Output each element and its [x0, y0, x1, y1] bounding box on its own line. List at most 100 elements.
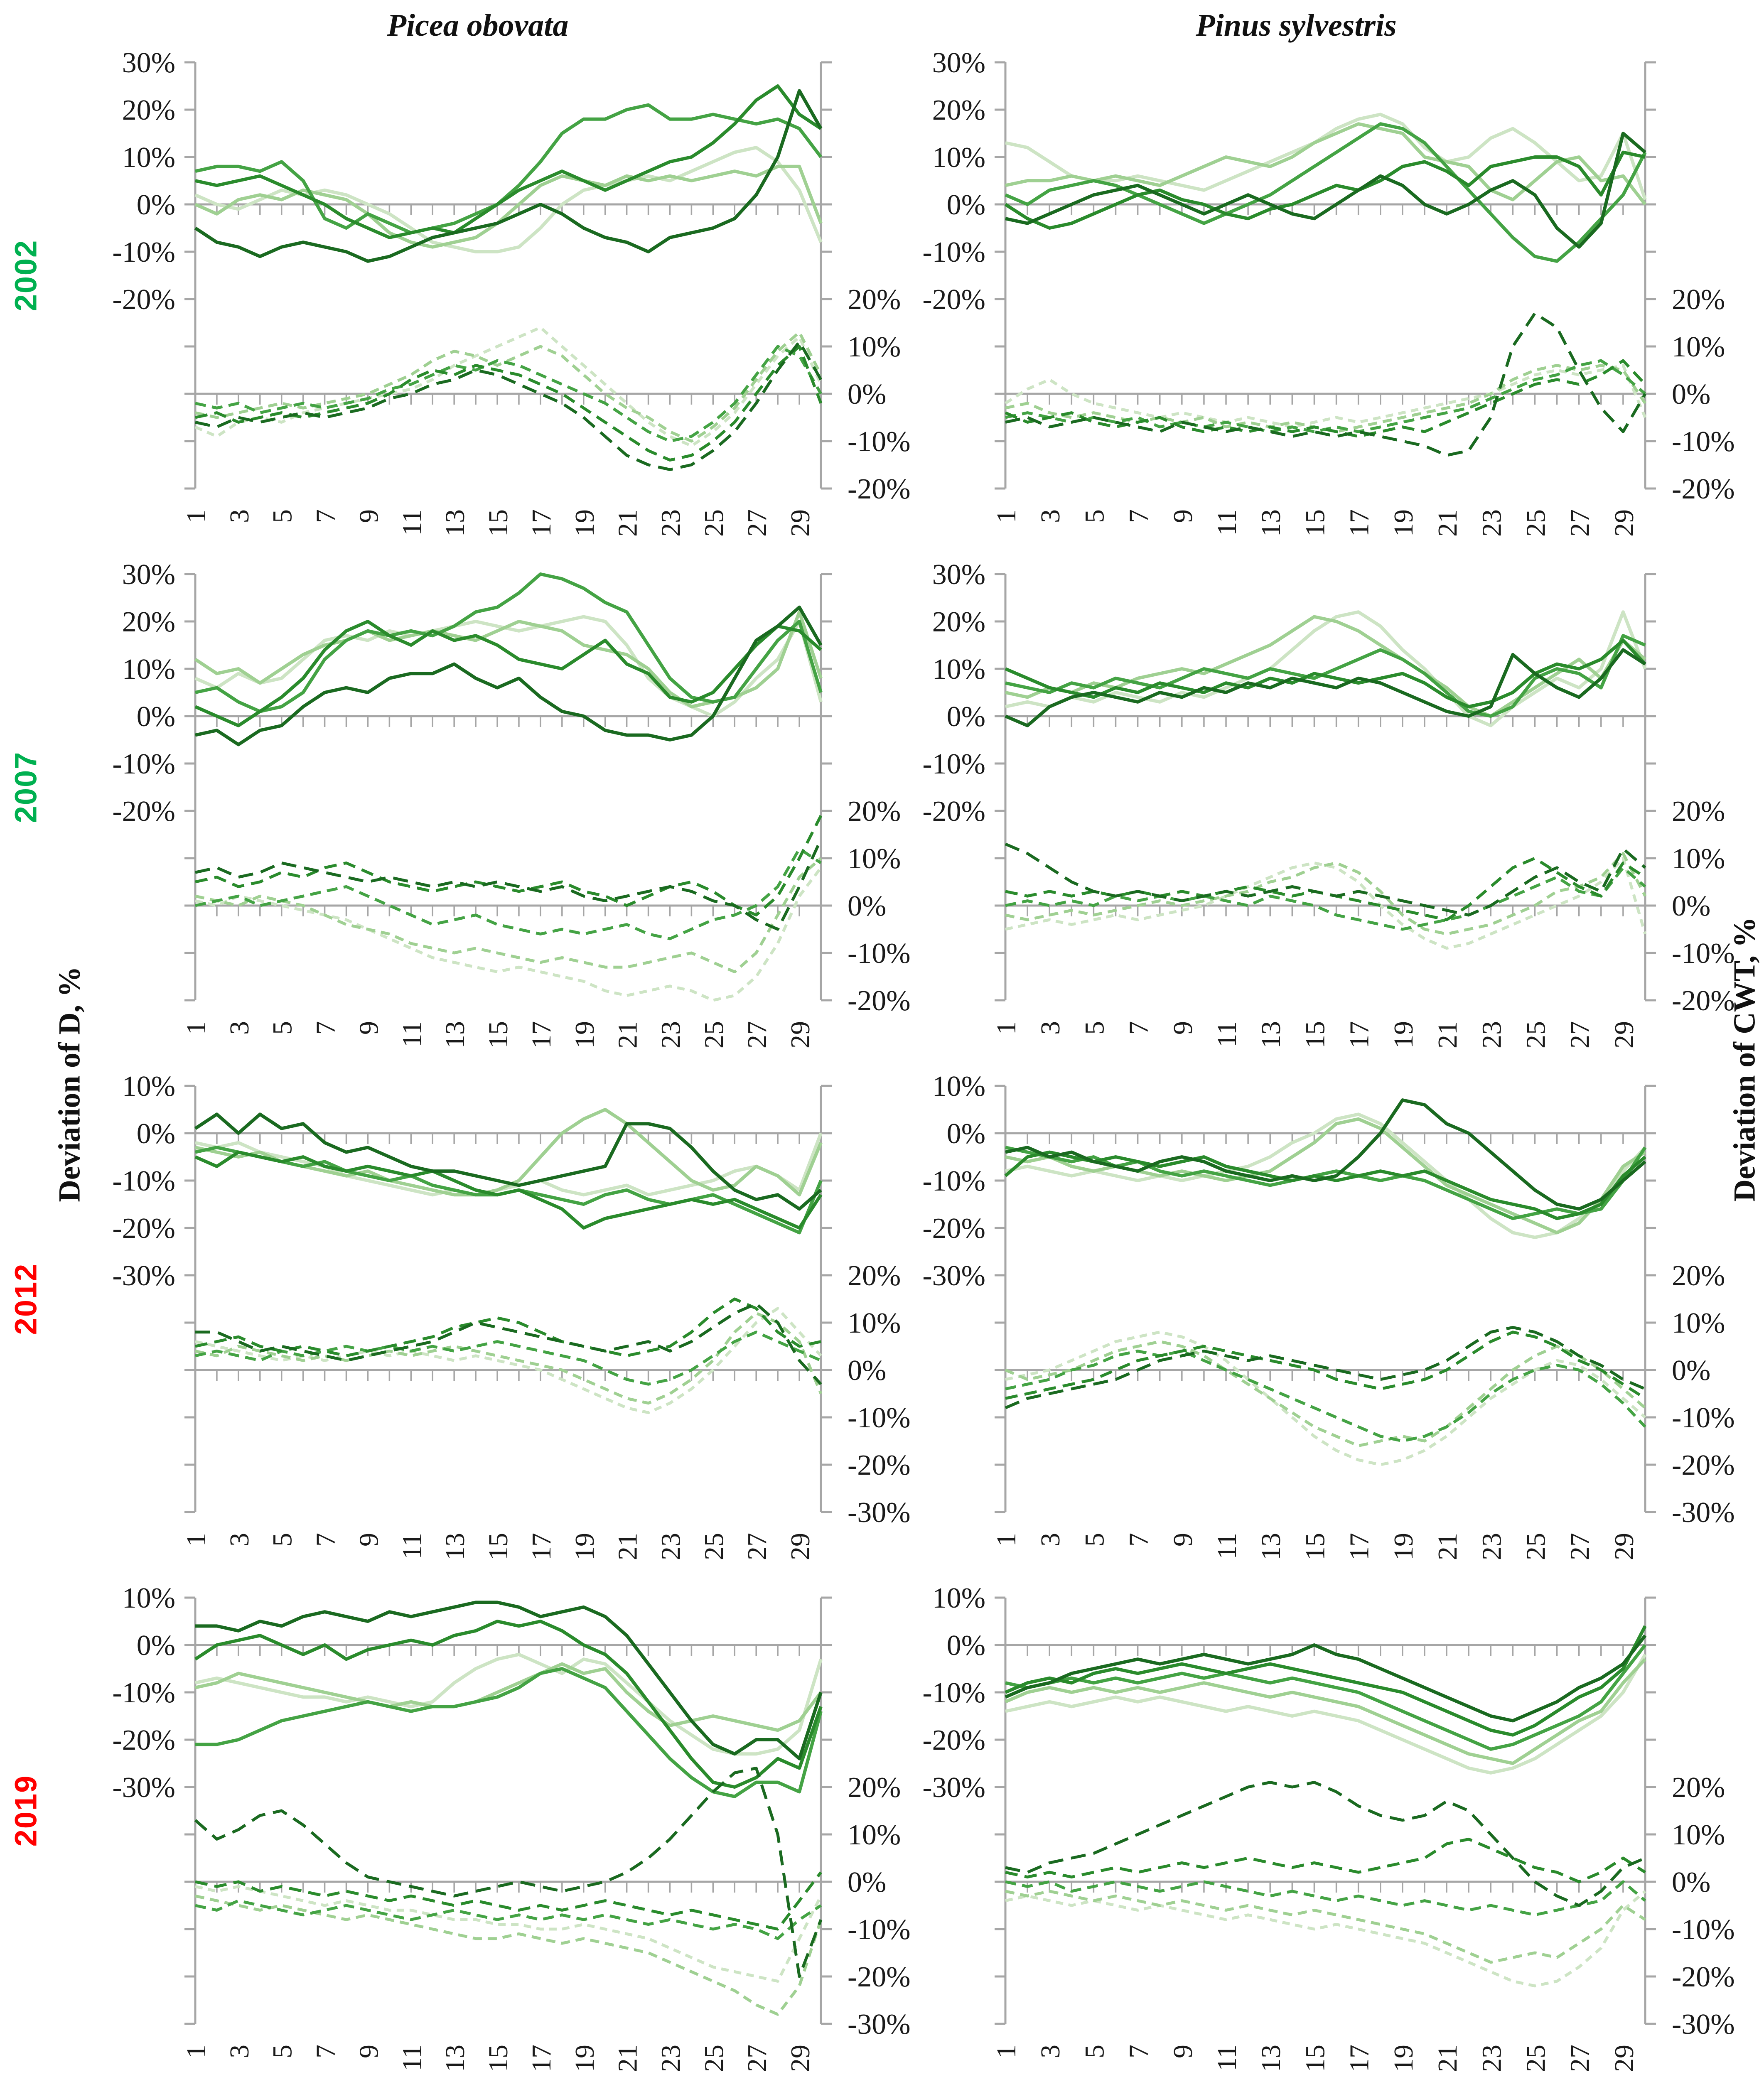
- line-dashed-CWT-tree-2: [195, 331, 823, 443]
- right-tick-label: 10%: [1672, 1819, 1725, 1851]
- line-solid-D-tree-4: [194, 620, 822, 727]
- x-tick-label: 3: [224, 1021, 255, 1035]
- left-tick-label: 30%: [932, 47, 985, 79]
- left-tick-label: -30%: [112, 1772, 175, 1804]
- x-tick-label: 25: [699, 509, 729, 537]
- right-axis-title: Deviation of CWT, %: [1727, 917, 1762, 1202]
- line-dashed-CWT-tree-3: [195, 1331, 822, 1386]
- left-tick-label: -30%: [922, 1260, 985, 1292]
- line-dashed-CWT-tree-1: [1005, 1331, 1646, 1466]
- left-tick-label: 10%: [932, 1582, 985, 1614]
- line-dashed-CWT-tree-1: [195, 1885, 823, 1983]
- line-solid-D-tree-5: [194, 1112, 822, 1211]
- x-tick-label: 5: [1079, 509, 1110, 523]
- line-solid-D-tree-3: [1005, 122, 1647, 263]
- x-tick-label: 19: [1388, 1533, 1419, 1560]
- right-tick-label: 10%: [1672, 843, 1725, 875]
- x-tick-label: 5: [268, 1021, 298, 1035]
- right-tick-label: -10%: [1672, 1914, 1735, 1946]
- left-tick-label: -20%: [112, 284, 175, 316]
- right-tick-label: 10%: [1672, 331, 1725, 363]
- x-tick-label: 19: [570, 1021, 600, 1048]
- x-tick-label: 21: [613, 1021, 643, 1048]
- x-tick-label: 19: [570, 2045, 600, 2072]
- x-tick-label: 3: [224, 509, 255, 523]
- left-tick-label: -20%: [112, 1213, 175, 1245]
- left-tick-label: 10%: [932, 653, 985, 685]
- right-tick-label: -10%: [848, 938, 911, 970]
- line-dashed-CWT-tree-4: [1005, 1837, 1646, 1883]
- line-solid-D-tree-1: [195, 1652, 823, 1756]
- line-solid-D-tree-1: [1005, 1112, 1646, 1239]
- x-tick-label: 21: [613, 2045, 643, 2072]
- x-tick-label: 7: [1124, 509, 1154, 523]
- x-tick-label: 25: [699, 2045, 729, 2072]
- x-tick-label: 9: [1168, 2045, 1198, 2058]
- line-solid-D-tree-1: [194, 615, 823, 718]
- left-tick-label: -10%: [922, 236, 985, 268]
- x-tick-label: 29: [785, 2045, 816, 2072]
- x-tick-label: 3: [1035, 1533, 1066, 1547]
- x-tick-label: 21: [613, 509, 643, 537]
- x-tick-label: 15: [483, 1533, 513, 1560]
- left-tick-label: -10%: [922, 1677, 985, 1709]
- x-tick-label: 29: [1609, 1533, 1639, 1560]
- right-tick-label: 20%: [848, 1772, 901, 1804]
- line-solid-D-tree-2: [1005, 122, 1647, 206]
- x-tick-label: 21: [613, 1533, 643, 1560]
- x-axis-title: Normalized cell number, N: [695, 2071, 1057, 2077]
- x-tick-label: 7: [1124, 1533, 1154, 1547]
- left-tick-label: 30%: [122, 47, 175, 79]
- x-tick-label: 23: [1477, 1533, 1507, 1560]
- x-tick-label: 11: [397, 1021, 427, 1048]
- x-tick-label: 3: [224, 1533, 255, 1547]
- line-dashed-CWT-tree-5: [1005, 1326, 1646, 1409]
- x-tick-label: 19: [570, 509, 600, 537]
- left-tick-label: 0%: [947, 1630, 985, 1662]
- right-tick-label: 0%: [1672, 378, 1710, 410]
- x-tick-label: 17: [526, 1021, 557, 1048]
- x-tick-label: 23: [1477, 509, 1507, 537]
- right-tick-label: 10%: [1672, 1307, 1725, 1339]
- x-tick-label: 17: [1344, 509, 1375, 537]
- left-tick-label: 0%: [137, 189, 175, 221]
- line-solid-D-tree-3: [195, 103, 823, 235]
- x-tick-label: 17: [526, 2045, 557, 2072]
- line-dashed-CWT-tree-5: [1005, 1781, 1646, 1907]
- line-solid-D-tree-3: [195, 1667, 823, 1798]
- x-tick-label: 29: [785, 1021, 816, 1048]
- x-tick-label: 13: [1256, 1533, 1286, 1560]
- right-tick-label: 20%: [1672, 284, 1725, 316]
- line-dashed-CWT-tree-3: [1005, 359, 1646, 433]
- line-solid-D-tree-2: [1005, 1658, 1646, 1765]
- line-solid-D-tree-1: [194, 146, 823, 253]
- right-tick-label: -20%: [848, 473, 911, 505]
- x-tick-label: 3: [1035, 2045, 1066, 2058]
- line-solid-D-tree-2: [194, 164, 823, 249]
- x-tick-label: 7: [1124, 2045, 1154, 2058]
- x-tick-label: 17: [1344, 1021, 1375, 1048]
- left-tick-label: -20%: [922, 1213, 985, 1245]
- x-tick-label: 1: [181, 2045, 211, 2058]
- x-tick-label: 1: [991, 2045, 1022, 2058]
- x-tick-label: 5: [1079, 1021, 1110, 1035]
- x-tick-label: 25: [1521, 1021, 1551, 1048]
- line-solid-D-tree-5: [194, 89, 823, 263]
- panel-2019-picea-obovata: 10%0%-10%-20%-30% 20%10%0%-10%-20%-30%1 3 5…: [112, 1582, 910, 2072]
- line-dashed-CWT-tree-5: [195, 838, 823, 931]
- x-tick-label: 13: [440, 2045, 470, 2072]
- line-solid-D-tree-3: [1005, 1644, 1647, 1751]
- right-tick-label: 20%: [1672, 795, 1725, 827]
- right-tick-label: -20%: [848, 1961, 911, 1993]
- x-tick-label: 7: [311, 509, 341, 523]
- right-tick-label: -10%: [1672, 426, 1735, 458]
- x-tick-label: 11: [1212, 509, 1242, 536]
- left-tick-label: -10%: [922, 748, 985, 780]
- x-tick-label: 7: [311, 2045, 341, 2058]
- line-solid-D-tree-5: [1005, 1634, 1647, 1723]
- right-tick-label: 0%: [1672, 890, 1710, 922]
- x-tick-label: 7: [311, 1021, 341, 1035]
- column-title-pinus-sylvestris: Pinus sylvestris: [1196, 8, 1397, 43]
- line-dashed-CWT-tree-3: [1005, 1880, 1646, 1917]
- x-tick-label: 1: [991, 1021, 1022, 1035]
